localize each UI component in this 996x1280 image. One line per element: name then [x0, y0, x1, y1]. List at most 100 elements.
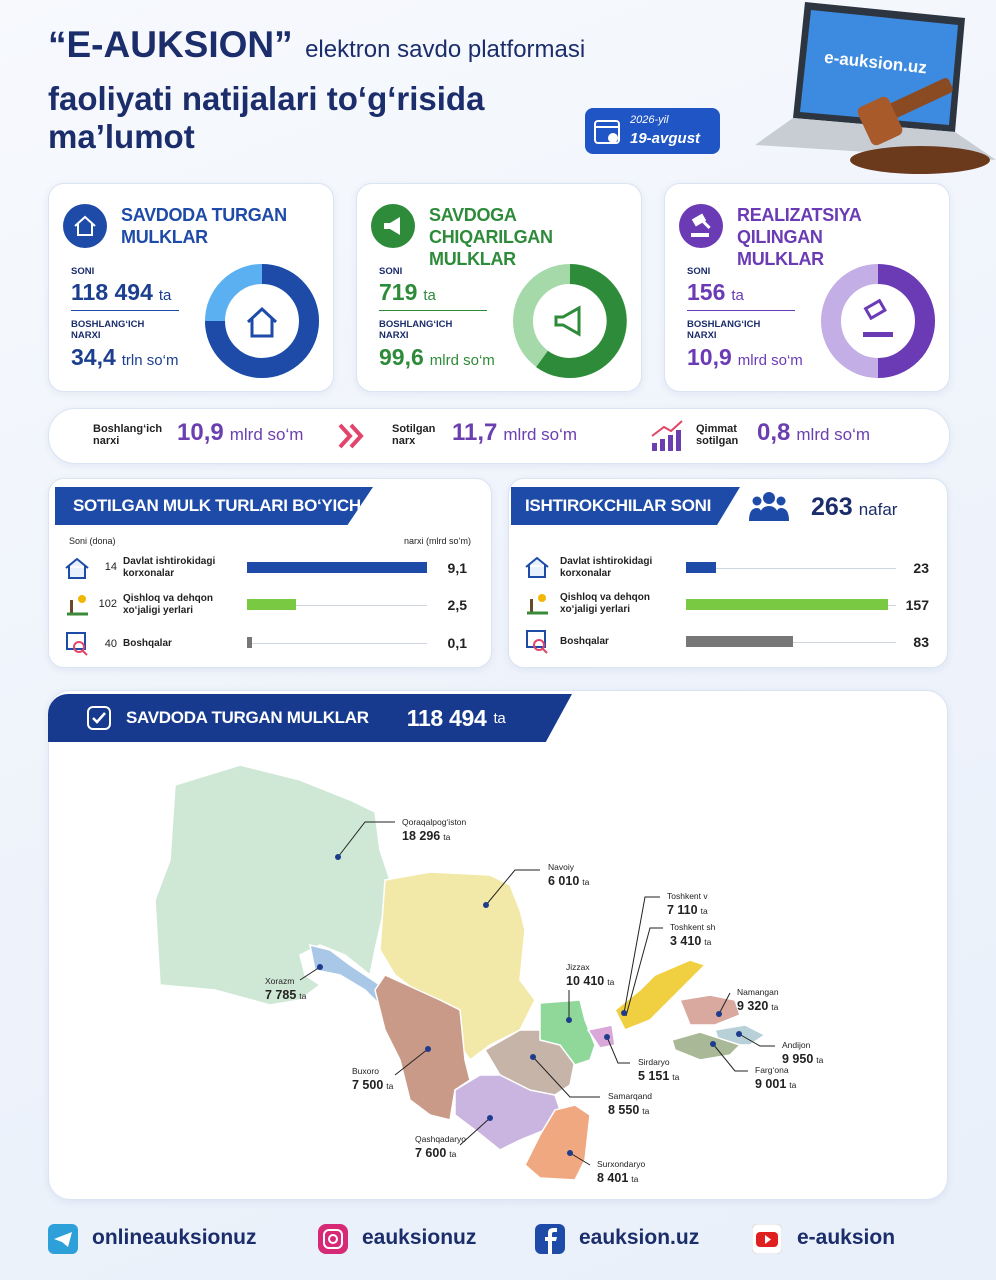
- price-label: BOSHLANG‘ICH NARXI: [71, 319, 145, 341]
- region-name: Samarqand: [608, 1091, 652, 1101]
- region-unit: ta: [443, 832, 451, 842]
- region-name: Qashqadaryo: [415, 1134, 467, 1144]
- region-unit: ta: [386, 1081, 394, 1091]
- check-icon: [87, 706, 111, 730]
- region-name: Toshkent v: [667, 891, 708, 901]
- date-badge: 2026-yil 19-avgust: [585, 108, 720, 154]
- youtube-icon: [752, 1224, 782, 1254]
- region-dot: [530, 1054, 536, 1060]
- region-dot: [425, 1046, 431, 1052]
- region-value: 9 320 ta: [737, 999, 778, 1013]
- region-shape: [154, 764, 391, 1006]
- facebook-icon: [535, 1224, 565, 1254]
- count-value: 719: [379, 279, 418, 305]
- region-name: Andijon: [782, 1040, 811, 1050]
- summary-label: Sotilgan narx: [392, 423, 436, 447]
- row-icon: [67, 595, 88, 616]
- region-name: Jizzax: [566, 962, 590, 972]
- leader-line: [623, 896, 660, 1014]
- leader-line: [625, 927, 663, 1017]
- row-icon: [527, 594, 548, 615]
- people-icon: [749, 492, 789, 521]
- card: SAVDOGA CHIQARILGAN MULKLAR SONI 719 ta B…: [356, 183, 642, 392]
- social-handle[interactable]: eauksion.uz: [579, 1226, 700, 1249]
- card: REALIZATSIYA QILINGAN MULKLAR SONI 156 ta…: [664, 183, 950, 392]
- price-unit: mlrd so‘m: [737, 352, 803, 369]
- card-icon: [371, 204, 415, 248]
- region-shape: [524, 1104, 591, 1181]
- price: 10,9 mlrd so‘m: [687, 344, 803, 371]
- value-label: 83: [913, 634, 929, 650]
- region-name: Toshkent sh: [670, 922, 716, 932]
- region-number: 9 320: [737, 999, 769, 1013]
- region-dot: [604, 1034, 610, 1040]
- region-number: 7 500: [352, 1078, 384, 1092]
- map-total-unit: ta: [493, 709, 506, 727]
- summary-value: 10,9 mlrd so‘m: [177, 419, 303, 447]
- region-name: Farg‘ona: [755, 1065, 789, 1075]
- region-number: 6 010: [548, 874, 580, 888]
- region-value: 7 785 ta: [265, 988, 306, 1002]
- bar: [247, 637, 252, 648]
- instagram-icon: [318, 1224, 348, 1254]
- card-title: SAVDODA TURGAN MULKLAR: [121, 205, 287, 247]
- region-unit: ta: [704, 937, 712, 947]
- region-number: 5 151: [638, 1069, 670, 1083]
- summary-number: 0,8: [757, 419, 791, 446]
- leader-line: [485, 869, 540, 906]
- gavel-base: [850, 146, 990, 174]
- region-unit: ta: [642, 1106, 650, 1116]
- row-icon: [65, 557, 89, 579]
- count-value: 156: [687, 279, 726, 305]
- region-number: 7 600: [415, 1146, 447, 1160]
- region-name: Navoiy: [548, 862, 574, 872]
- separator: [687, 310, 795, 311]
- count: 719 ta: [379, 279, 436, 306]
- title-line-2: faoliyati natijalari to‘g‘risida: [48, 80, 485, 117]
- region-unit: ta: [631, 1174, 639, 1184]
- map-header: SAVDODA TURGAN MULKLAR 118 494 ta: [48, 694, 572, 742]
- price-unit: mlrd so‘m: [429, 352, 495, 369]
- summary-unit: mlrd so‘m: [229, 425, 304, 444]
- social-handle[interactable]: eauksionuz: [362, 1226, 477, 1249]
- region-number: 3 410: [670, 934, 702, 948]
- region-number: 18 296: [402, 829, 441, 843]
- row-label: Qishloq va dehqon xo‘jaligi yerlari: [560, 592, 651, 615]
- social-handle[interactable]: onlineauksionuz: [92, 1226, 257, 1249]
- separator: [379, 310, 487, 311]
- bar: [686, 636, 793, 647]
- donut: [513, 264, 627, 378]
- row-label: Qishloq va dehqon xo‘jaligi yerlari: [123, 593, 214, 616]
- donut: [821, 264, 935, 378]
- leader-line: [394, 1048, 429, 1076]
- total-number: 263: [811, 493, 853, 521]
- region-number: 8 401: [597, 1171, 629, 1185]
- region-value: 9 950 ta: [782, 1052, 823, 1066]
- value-label: 2,5: [447, 597, 467, 613]
- region-unit: ta: [582, 877, 590, 887]
- price-unit: trln so‘m: [121, 352, 179, 369]
- bar-track: [247, 605, 427, 606]
- region-value: 8 401 ta: [597, 1171, 638, 1185]
- separator: [71, 310, 179, 311]
- leader-line: [532, 1056, 600, 1098]
- map-title: SAVDODA TURGAN MULKLAR: [126, 708, 369, 727]
- region-dot: [621, 1010, 627, 1016]
- region-dot: [716, 1011, 722, 1017]
- region-value: 10 410 ta: [566, 974, 614, 988]
- region-name: Namangan: [737, 987, 779, 997]
- map-total: 118 494: [406, 704, 487, 731]
- value-label: 23: [913, 560, 929, 576]
- region-value: 7 600 ta: [415, 1146, 456, 1160]
- region-number: 10 410: [566, 974, 605, 988]
- card-title: REALIZATSIYA QILINGAN MULKLAR: [737, 205, 861, 269]
- summary-unit: mlrd so‘m: [796, 425, 871, 444]
- gavel-head: [857, 96, 903, 146]
- region-shape: [614, 959, 707, 1031]
- social-handle[interactable]: e-auksion: [797, 1226, 896, 1249]
- leader-line: [712, 1043, 748, 1072]
- region-name: Buxoro: [352, 1066, 379, 1076]
- region-unit: ta: [299, 991, 307, 1001]
